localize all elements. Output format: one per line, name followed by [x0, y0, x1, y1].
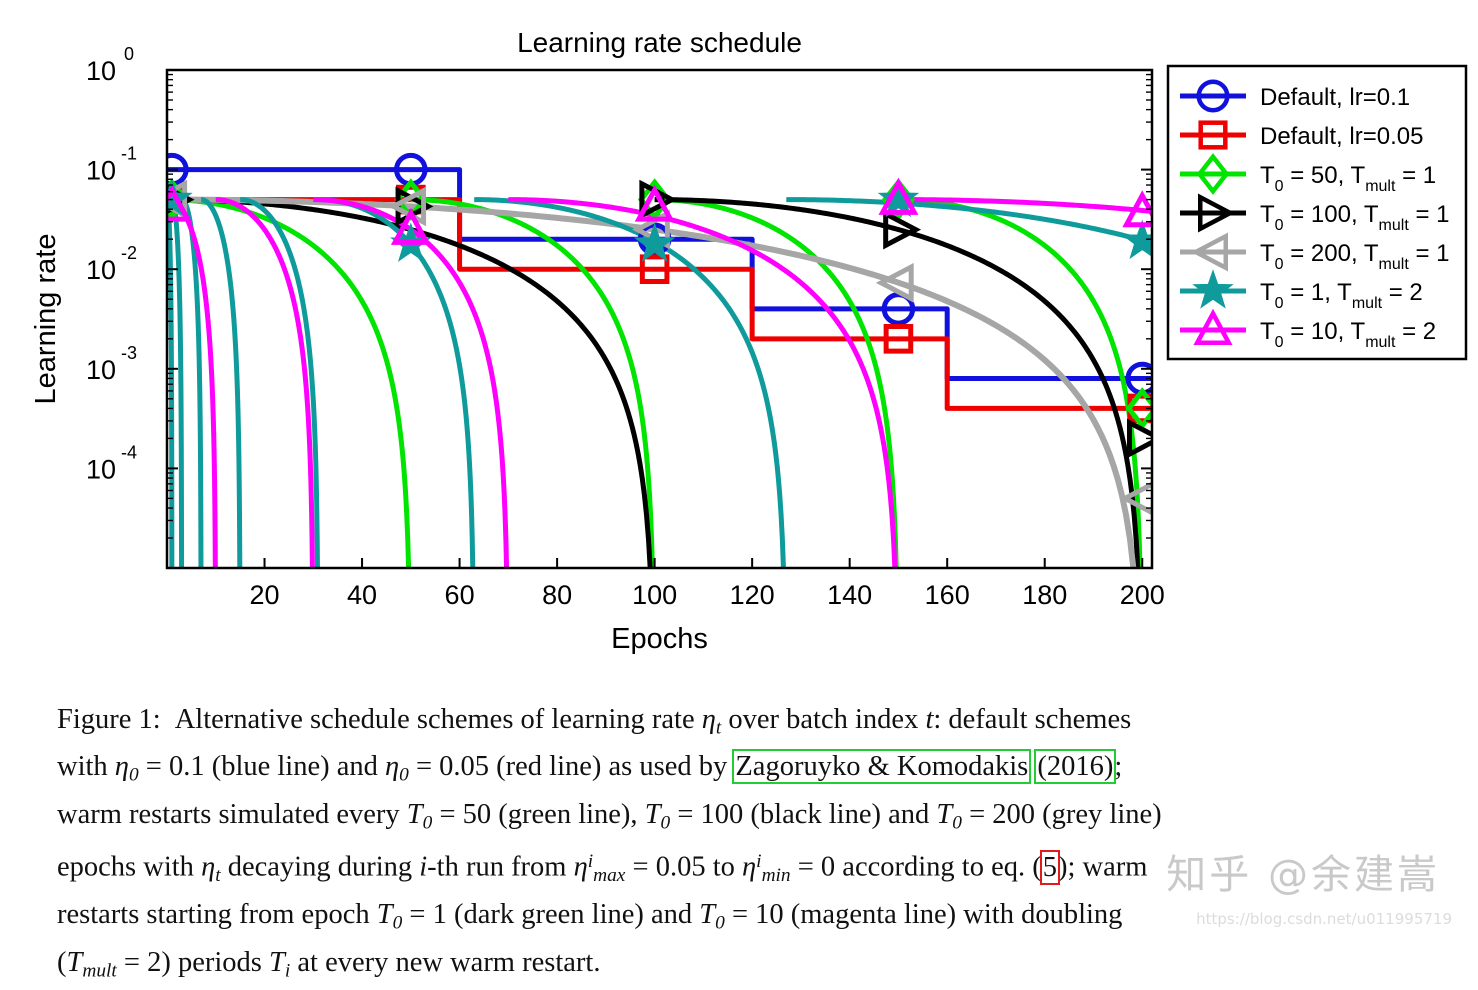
series-marker: [1198, 120, 1228, 150]
series-marker: [878, 177, 919, 215]
series-marker: [1196, 153, 1230, 195]
x-tick-label: 40: [347, 580, 377, 610]
y-tick-label: 10-2: [86, 243, 137, 285]
figure-panel: Learning rate schedule 20 40 60 80 100 120 140 1…: [30, 27, 1468, 655]
series-marker: [1198, 193, 1236, 233]
series-marker: [1119, 481, 1152, 516]
series-marker: [633, 222, 676, 262]
caption-line-5: restarts starting from epoch T0 = 1 (dar…: [57, 899, 1123, 934]
series-marker: [877, 177, 920, 218]
svg-text:-1: -1: [121, 144, 137, 164]
legend-item[interactable]: T0 = 100, Tmult = 1: [1180, 193, 1449, 234]
chart-marker-group: [167, 152, 1152, 516]
plot-frame: [165, 68, 1154, 570]
series-marker: [1193, 308, 1233, 345]
y-tick-label: 10-4: [86, 442, 137, 484]
caption-label: Figure 1:: [57, 704, 161, 735]
series-marker: [1122, 190, 1152, 228]
x-axis-label: Epochs: [611, 623, 708, 655]
svg-text:-4: -4: [121, 442, 137, 462]
legend-item[interactable]: T0 = 50, Tmult = 1: [1180, 153, 1436, 195]
series-marker: [1192, 269, 1234, 309]
x-tick-label: 100: [632, 580, 677, 610]
chart-title: Learning rate schedule: [517, 27, 802, 58]
legend-item[interactable]: Default, lr=0.05: [1180, 120, 1423, 150]
equation-ref-link[interactable]: 5: [1039, 849, 1061, 885]
series-marker: [1126, 418, 1152, 459]
series-marker: [634, 184, 675, 222]
chart-series-group: [167, 167, 1152, 568]
citation-author-link[interactable]: Zagoruyko & Komodakis: [732, 749, 1032, 785]
figure-caption: Figure 1: Alternative schedule schemes of…: [57, 700, 1457, 990]
x-tick-label: 60: [445, 580, 475, 610]
legend-label: T0 = 1, Tmult = 2: [1260, 279, 1423, 312]
svg-text:10: 10: [86, 454, 116, 484]
caption-line-3: warm restarts simulated every T0 = 50 (g…: [57, 798, 1162, 834]
legend-item[interactable]: T0 = 200, Tmult = 1: [1180, 232, 1449, 273]
svg-text:0: 0: [124, 44, 134, 64]
legend-label: Default, lr=0.1: [1260, 84, 1410, 111]
citation-year-link[interactable]: (2016): [1034, 749, 1117, 785]
x-tick-label: 140: [827, 580, 872, 610]
svg-text:10: 10: [86, 156, 116, 186]
x-tick-label: 180: [1022, 580, 1067, 610]
series-marker: [390, 207, 431, 245]
series-marker: [639, 254, 670, 284]
svg-text:-2: -2: [121, 243, 137, 263]
y-tick-label: 10 0: [86, 44, 134, 86]
x-tick-label: 160: [925, 580, 970, 610]
series-marker: [875, 262, 914, 303]
caption-line-6: (Tmult = 2) periods Ti at every new warm…: [57, 946, 601, 982]
caption-line-4: epochs with ηt decaying during i-th run …: [57, 849, 1148, 887]
chart-legend: Default, lr=0.1 Default, lr=0.05 T0 = 50, …: [1166, 64, 1468, 361]
legend-label: T0 = 100, Tmult = 1: [1260, 201, 1449, 234]
series-marker: [1196, 79, 1230, 113]
legend-label: T0 = 10, Tmult = 2: [1260, 318, 1436, 351]
series-marker: [883, 209, 922, 250]
legend-label: Default, lr=0.05: [1260, 123, 1423, 150]
svg-text:10: 10: [86, 255, 116, 285]
svg-text:10: 10: [86, 355, 116, 385]
x-tick-label: 120: [730, 580, 775, 610]
x-tick-label: 80: [542, 580, 572, 610]
svg-text:-3: -3: [121, 343, 137, 363]
legend-item[interactable]: T0 = 10, Tmult = 2: [1180, 308, 1436, 352]
series-marker: [1121, 219, 1152, 260]
x-tick-label: 20: [250, 580, 280, 610]
caption-line-1: Figure 1: Alternative schedule schemes of…: [57, 704, 1132, 739]
y-tick-label: 10-3: [86, 343, 137, 385]
caption-line-2: with η0 = 0.1 (blue line) and η0 = 0.05 …: [57, 749, 1123, 786]
legend-item[interactable]: T0 = 1, Tmult = 2: [1180, 269, 1423, 312]
x-tick-label: 200: [1120, 580, 1165, 610]
series-line: [167, 197, 1143, 568]
legend-label: T0 = 50, Tmult = 1: [1260, 162, 1436, 195]
legend-label: T0 = 200, Tmult = 1: [1260, 240, 1449, 273]
svg-text:10: 10: [86, 56, 116, 86]
series-marker: [167, 184, 192, 222]
legend-item[interactable]: Default, lr=0.1: [1180, 79, 1410, 113]
y-tick-label: 10-1: [86, 144, 137, 186]
series-marker: [883, 324, 914, 354]
series-marker: [1190, 232, 1228, 272]
x-axis: 20 40 60 80 100 120 140 160 180 200 Epochs: [250, 558, 1165, 655]
y-axis-label: Learning rate: [30, 234, 62, 405]
